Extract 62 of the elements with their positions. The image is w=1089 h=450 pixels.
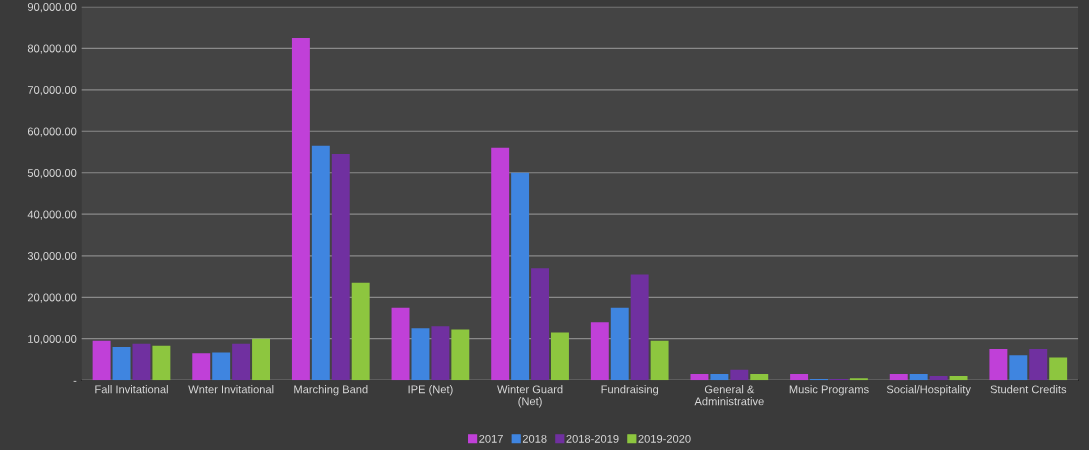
bar — [630, 274, 649, 381]
y-tick-label: 70,000.00 — [27, 86, 77, 96]
x-tick-label: Fundraising — [601, 385, 659, 396]
y-tick-label: 30,000.00 — [27, 252, 77, 262]
bar — [112, 347, 131, 381]
x-tick-label: Marching Band — [294, 385, 368, 396]
legend-label: 2018 — [522, 434, 547, 443]
legend-label: 2018-2019 — [566, 434, 619, 443]
bar — [909, 374, 928, 381]
bar — [750, 374, 769, 381]
bar — [351, 282, 370, 381]
bar — [232, 343, 251, 381]
bar — [331, 154, 350, 381]
bar — [311, 145, 330, 381]
bar — [212, 352, 231, 381]
bar — [511, 172, 530, 381]
bar — [391, 307, 410, 381]
bar — [291, 37, 310, 381]
y-tick-label: 50,000.00 — [27, 169, 77, 179]
x-tick-label: Student Credits — [990, 385, 1067, 394]
x-tick-label: Wnter Invitational — [188, 385, 274, 394]
x-tick-label: Social/Hospitality — [886, 385, 971, 396]
legend-label: 2017 — [479, 434, 503, 443]
x-tick-label: IPE (Net) — [408, 385, 453, 396]
y-tick-label: 90,000.00 — [27, 3, 77, 13]
bar — [252, 338, 270, 381]
bar — [551, 332, 569, 381]
y-tick-label: 40,000.00 — [27, 210, 77, 220]
y-tick-label: 60,000.00 — [27, 127, 77, 137]
bar — [411, 328, 430, 381]
bar — [431, 326, 450, 381]
legend-label: 2019-2020 — [638, 434, 691, 443]
bar — [889, 374, 908, 381]
y-tick-label: 10,000.00 — [28, 335, 77, 345]
x-tick-label: Fall Invitational — [95, 385, 168, 394]
bar — [690, 374, 709, 381]
bar — [192, 353, 211, 381]
y-tick-label: 20,000.00 — [27, 293, 77, 303]
bar — [152, 345, 171, 381]
y-tick-label: 80,000.00 — [27, 44, 77, 54]
bar — [790, 374, 809, 381]
bar — [929, 376, 948, 381]
x-tick-label: General & Administrative — [694, 385, 764, 406]
x-tick-label: Music Programs — [789, 385, 869, 396]
bar — [451, 329, 470, 381]
bar — [949, 376, 968, 381]
bar — [1029, 349, 1048, 381]
bar — [989, 349, 1008, 381]
bar — [590, 322, 609, 381]
x-tick-label: Winter Guard (Net) — [497, 385, 563, 408]
bar — [710, 374, 729, 381]
bar — [1049, 357, 1068, 381]
bar — [730, 369, 749, 381]
bar — [132, 343, 151, 381]
bar — [650, 340, 669, 381]
y-tick-label: - — [73, 380, 77, 382]
bar — [92, 340, 111, 381]
bar — [531, 268, 549, 381]
bar — [849, 378, 868, 381]
bar — [491, 147, 510, 381]
bar — [610, 307, 629, 381]
bar — [1009, 355, 1028, 381]
